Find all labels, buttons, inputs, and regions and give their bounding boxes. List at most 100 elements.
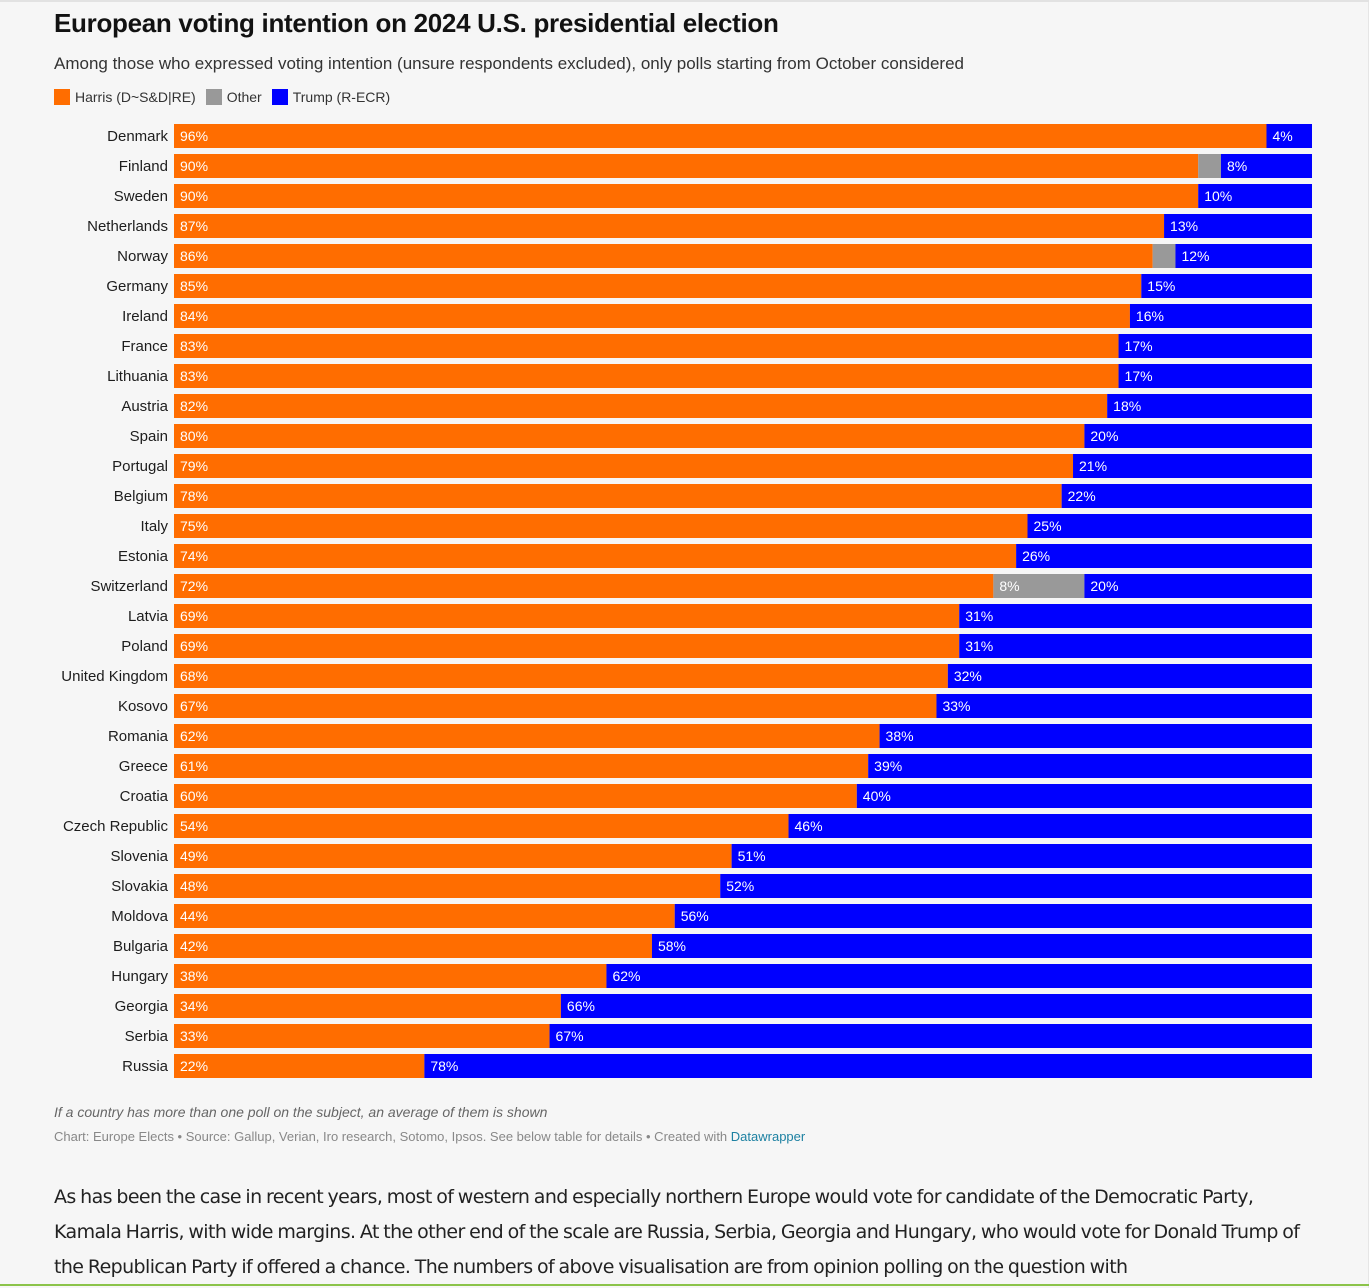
category-label: Romania — [108, 728, 169, 745]
bar-row-finland: Finland 90% 8% — [119, 154, 1312, 178]
bar-harris — [174, 634, 960, 658]
data-label-harris: 38% — [180, 968, 208, 984]
bar-harris — [174, 544, 1017, 568]
category-label: Czech Republic — [63, 818, 169, 835]
chart-subtitle: Among those who expressed voting intenti… — [54, 54, 965, 73]
data-label-trump: 25% — [1034, 518, 1062, 534]
data-label-trump: 31% — [965, 608, 993, 624]
data-label-harris: 62% — [180, 728, 208, 744]
data-label-harris: 83% — [180, 338, 208, 354]
data-label-harris: 54% — [180, 818, 208, 834]
bar-trump — [1073, 454, 1312, 478]
bar-trump — [1175, 244, 1312, 268]
bar-row-moldova: Moldova 44% 56% — [111, 904, 1312, 928]
data-label-harris: 68% — [180, 668, 208, 684]
data-label-harris: 79% — [180, 458, 208, 474]
data-label-harris: 87% — [180, 218, 208, 234]
data-label-trump: 38% — [886, 728, 914, 744]
bar-trump — [1107, 394, 1312, 418]
bar-harris — [174, 934, 652, 958]
bar-harris — [174, 844, 732, 868]
data-label-trump: 56% — [681, 908, 709, 924]
bar-harris — [174, 724, 880, 748]
bar-row-spain: Spain 80% 20% — [130, 424, 1312, 448]
bar-harris — [174, 124, 1267, 148]
bar-row-lithuania: Lithuania 83% 17% — [107, 364, 1312, 388]
category-label: Finland — [119, 158, 168, 175]
bar-trump — [1220, 154, 1312, 178]
legend-item-other: Other — [205, 89, 262, 105]
data-label-harris: 34% — [180, 998, 208, 1014]
data-label-harris: 69% — [180, 638, 208, 654]
data-label-trump: 46% — [795, 818, 823, 834]
bar-harris — [174, 964, 607, 988]
bar-trump — [1129, 304, 1312, 328]
bar-trump — [1084, 574, 1312, 598]
legend-item-trump: Trump (R-ECR) — [271, 89, 390, 105]
bar-row-hungary: Hungary 38% 62% — [111, 964, 1312, 988]
bar-row-belgium: Belgium 78% 22% — [114, 484, 1312, 508]
bar-other — [1152, 244, 1176, 268]
category-label: Moldova — [111, 908, 168, 925]
bar-row-estonia: Estonia 74% 26% — [118, 544, 1312, 568]
bar-trump — [720, 874, 1312, 898]
bar-trump — [1118, 364, 1312, 388]
bar-row-latvia: Latvia 69% 31% — [128, 604, 1312, 628]
bar-row-denmark: Denmark 96% 4% — [107, 124, 1312, 148]
category-label: Sweden — [114, 188, 168, 205]
data-label-trump: 20% — [1090, 578, 1118, 594]
bar-harris — [174, 514, 1028, 538]
bar-harris — [174, 694, 937, 718]
category-label: Germany — [106, 278, 168, 295]
data-label-harris: 69% — [180, 608, 208, 624]
bar-row-bulgaria: Bulgaria 42% 58% — [113, 934, 1312, 958]
data-label-trump: 10% — [1204, 188, 1232, 204]
bar-trump — [959, 604, 1312, 628]
category-label: France — [121, 338, 168, 355]
data-label-harris: 72% — [180, 578, 208, 594]
bar-row-sweden: Sweden 90% 10% — [114, 184, 1312, 208]
data-label-harris: 33% — [180, 1028, 208, 1044]
bar-trump — [1164, 214, 1312, 238]
bar-harris — [174, 364, 1119, 388]
data-label-harris: 82% — [180, 398, 208, 414]
data-label-trump: 8% — [1227, 158, 1247, 174]
bar-harris — [174, 244, 1153, 268]
data-label-harris: 90% — [180, 188, 208, 204]
datawrapper-link[interactable]: Datawrapper — [730, 1129, 806, 1144]
bar-trump — [1061, 484, 1312, 508]
data-label-trump: 66% — [567, 998, 595, 1014]
bar-row-germany: Germany 85% 15% — [106, 274, 1312, 298]
data-label-harris: 22% — [180, 1058, 208, 1074]
data-label-trump: 62% — [612, 968, 640, 984]
stacked-bar-chart: Denmark 96% 4% Finland 90% 8% Sweden 90% 10% Neth… — [61, 124, 1312, 1078]
category-label: Spain — [130, 428, 168, 445]
bar-harris — [174, 274, 1142, 298]
bar-row-georgia: Georgia 34% 66% — [115, 994, 1312, 1018]
bar-harris — [174, 874, 721, 898]
bar-row-portugal: Portugal 79% 21% — [112, 454, 1312, 478]
bar-trump — [606, 964, 1312, 988]
category-label: Lithuania — [107, 368, 169, 385]
data-label-harris: 90% — [180, 158, 208, 174]
bar-harris — [174, 814, 789, 838]
category-label: Russia — [122, 1058, 169, 1075]
legend-item-harris: Harris (D~S&D|RE) — [54, 89, 196, 105]
category-label: Portugal — [112, 458, 168, 475]
legend-swatch-trump — [271, 89, 288, 105]
data-label-trump: 21% — [1079, 458, 1107, 474]
category-label: Austria — [121, 398, 168, 415]
bar-row-slovenia: Slovenia 49% 51% — [110, 844, 1312, 868]
category-label: United Kingdom — [61, 668, 168, 685]
bar-row-croatia: Croatia 60% 40% — [120, 784, 1312, 808]
data-label-trump: 22% — [1068, 488, 1096, 504]
bar-row-italy: Italy 75% 25% — [140, 514, 1312, 538]
category-label: Italy — [140, 518, 168, 535]
data-label-trump: 17% — [1125, 338, 1153, 354]
data-label-trump: 33% — [942, 698, 970, 714]
data-label-trump: 58% — [658, 938, 686, 954]
category-label: Croatia — [120, 788, 169, 805]
bar-trump — [1027, 514, 1312, 538]
chart-title: European voting intention on 2024 U.S. p… — [54, 8, 779, 38]
bar-harris — [174, 424, 1085, 448]
